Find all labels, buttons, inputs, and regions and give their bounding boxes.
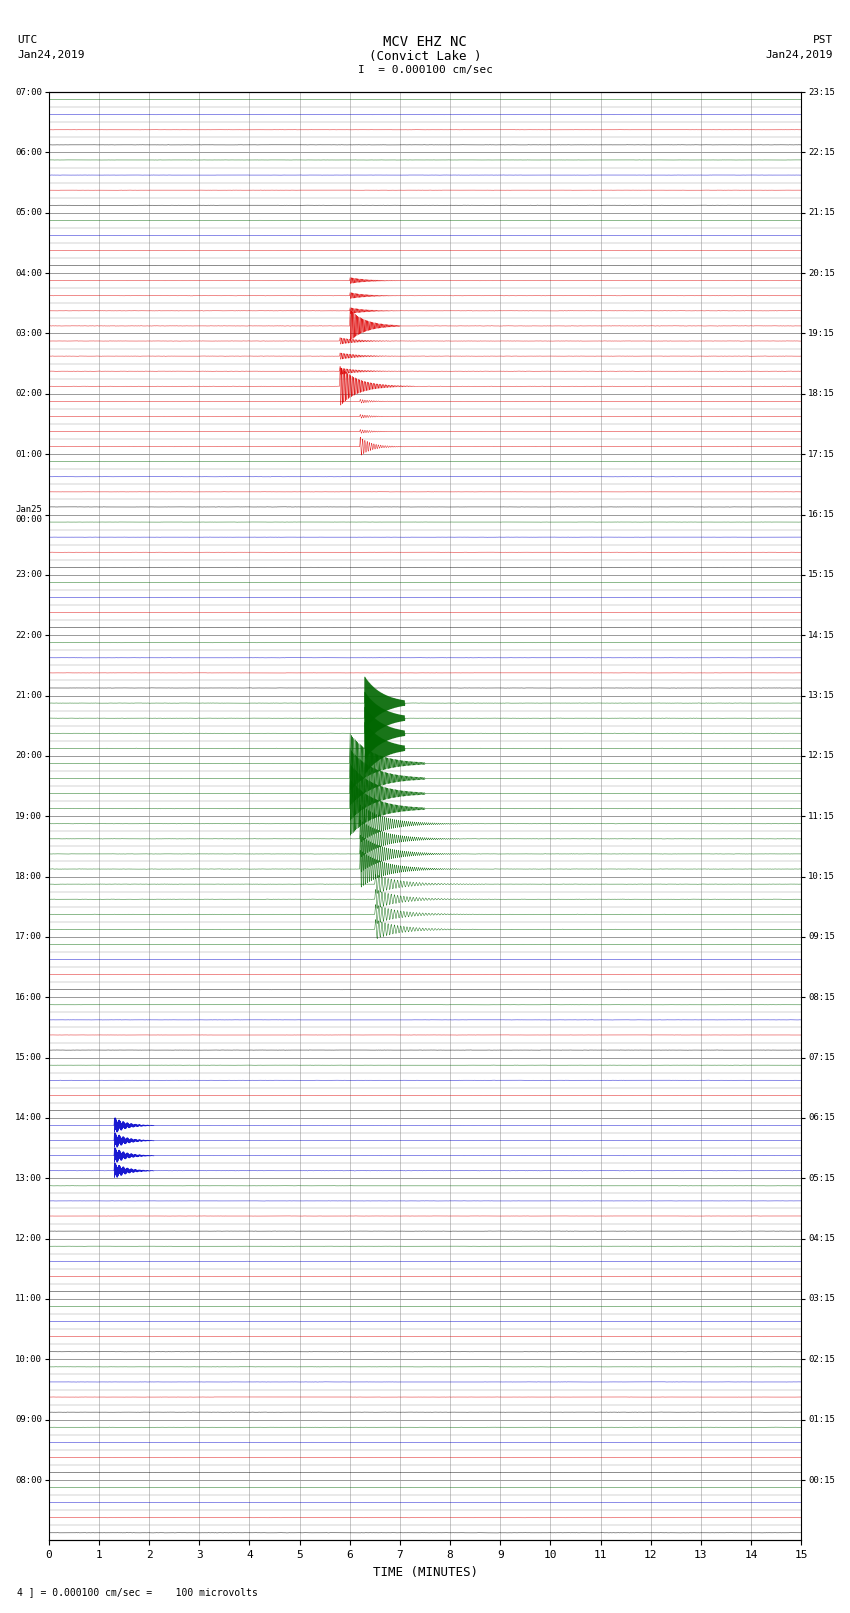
Text: 4 ] = 0.000100 cm/sec =    100 microvolts: 4 ] = 0.000100 cm/sec = 100 microvolts bbox=[17, 1587, 258, 1597]
Text: Jan24,2019: Jan24,2019 bbox=[17, 50, 84, 60]
Text: MCV EHZ NC: MCV EHZ NC bbox=[383, 35, 467, 50]
X-axis label: TIME (MINUTES): TIME (MINUTES) bbox=[372, 1566, 478, 1579]
Text: (Convict Lake ): (Convict Lake ) bbox=[369, 50, 481, 63]
Text: PST: PST bbox=[813, 35, 833, 45]
Text: UTC: UTC bbox=[17, 35, 37, 45]
Text: I  = 0.000100 cm/sec: I = 0.000100 cm/sec bbox=[358, 65, 492, 74]
Text: Jan24,2019: Jan24,2019 bbox=[766, 50, 833, 60]
